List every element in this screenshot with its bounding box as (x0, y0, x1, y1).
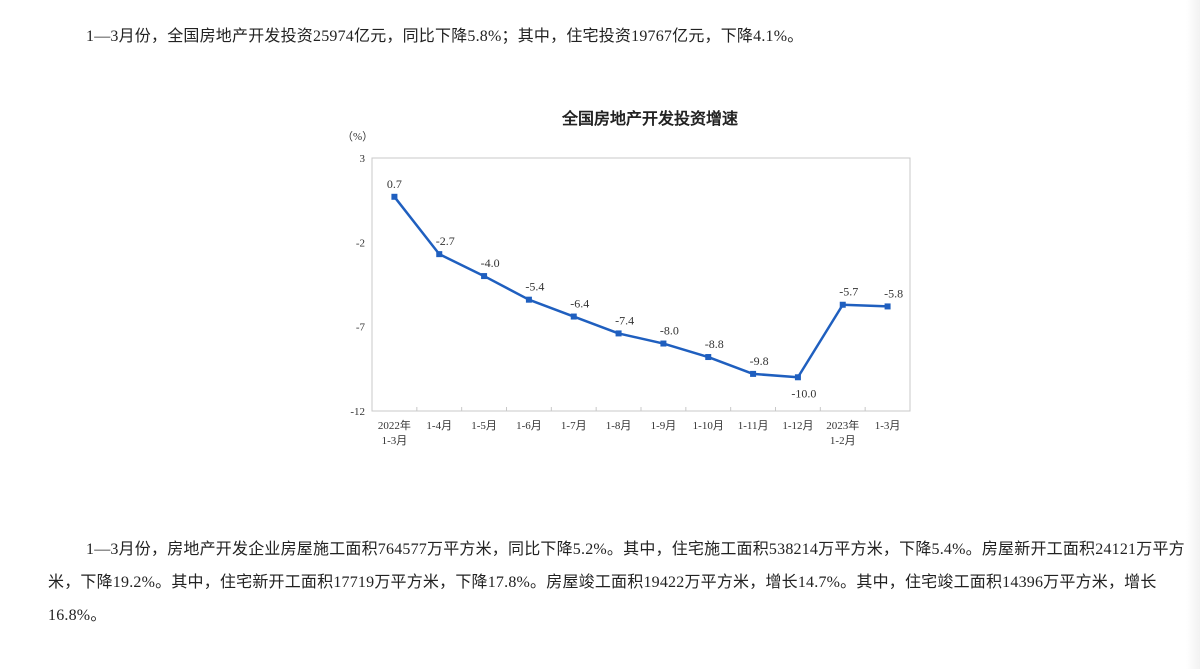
x-tick-label: 1-7月 (561, 420, 587, 432)
x-tick-label: 1-9月 (651, 420, 677, 432)
y-tick-label: 3 (360, 153, 366, 165)
x-tick-label: 1-2月 (830, 435, 856, 447)
data-point-marker (839, 301, 846, 308)
data-point-marker (750, 370, 757, 377)
series-line (393, 196, 888, 379)
data-point-marker (391, 193, 398, 200)
y-tick-label: -12 (350, 406, 365, 418)
data-label: -2.7 (436, 234, 455, 248)
x-tick-label: 1-3月 (875, 420, 901, 432)
x-tick-label: 1-3月 (382, 435, 408, 447)
data-point-marker (570, 313, 577, 320)
x-tick-label: 1-12月 (782, 420, 813, 432)
line-chart-plot: 3 -2 -7 -12 2022年 1-3月 1-4月 1-5月 1-6月 1-7月 1-8月 1-9… (350, 153, 911, 447)
data-point-marker (436, 251, 443, 258)
investment-growth-chart: 全国房地产开发投资增速 （%） 3 -2 -7 -12 2022年 1-3月 1-4月 1-5… (330, 95, 930, 465)
data-label: -7.4 (615, 313, 634, 327)
data-point-marker (525, 296, 532, 303)
x-tick-label: 1-8月 (606, 420, 632, 432)
data-label: -4.0 (481, 256, 500, 270)
scrollbar-track[interactable] (1186, 0, 1200, 669)
x-tick-label: 1-5月 (471, 420, 497, 432)
data-point-marker (884, 303, 891, 310)
data-label: 0.7 (387, 177, 402, 191)
chart-title: 全国房地产开发投资增速 (561, 109, 738, 128)
data-point-marker (705, 354, 712, 361)
x-tick-label: 1-11月 (738, 420, 769, 432)
x-tick-label: 2023年 (826, 418, 859, 432)
data-point-marker (660, 340, 667, 347)
data-label: -6.4 (570, 297, 589, 311)
x-tick-label: 1-6月 (516, 420, 542, 432)
y-tick-label: -7 (356, 322, 366, 334)
y-tick-label: -2 (356, 237, 365, 249)
x-tick-label: 1-4月 (426, 420, 452, 432)
data-label: -8.8 (705, 337, 724, 351)
intro-paragraph: 1—3月份，全国房地产开发投资25974亿元，同比下降5.8%；其中，住宅投资1… (86, 28, 804, 45)
data-label: -5.8 (884, 286, 903, 300)
data-label: -5.4 (525, 280, 544, 294)
x-tick-label: 1-10月 (693, 420, 724, 432)
data-label: -10.0 (791, 386, 816, 400)
data-label: -5.7 (839, 285, 858, 299)
y-axis-unit: （%） (342, 131, 374, 143)
data-point-marker (481, 273, 488, 280)
data-point-marker (794, 374, 801, 381)
data-point-marker (615, 330, 622, 337)
construction-area-paragraph: 1—3月份，房地产开发企业房屋施工面积764577万平方米，同比下降5.2%。其… (48, 541, 1185, 624)
plot-frame (371, 157, 911, 412)
data-label: -8.0 (660, 324, 679, 338)
data-label: -9.8 (750, 354, 769, 368)
x-tick-label: 2022年 (378, 418, 411, 432)
